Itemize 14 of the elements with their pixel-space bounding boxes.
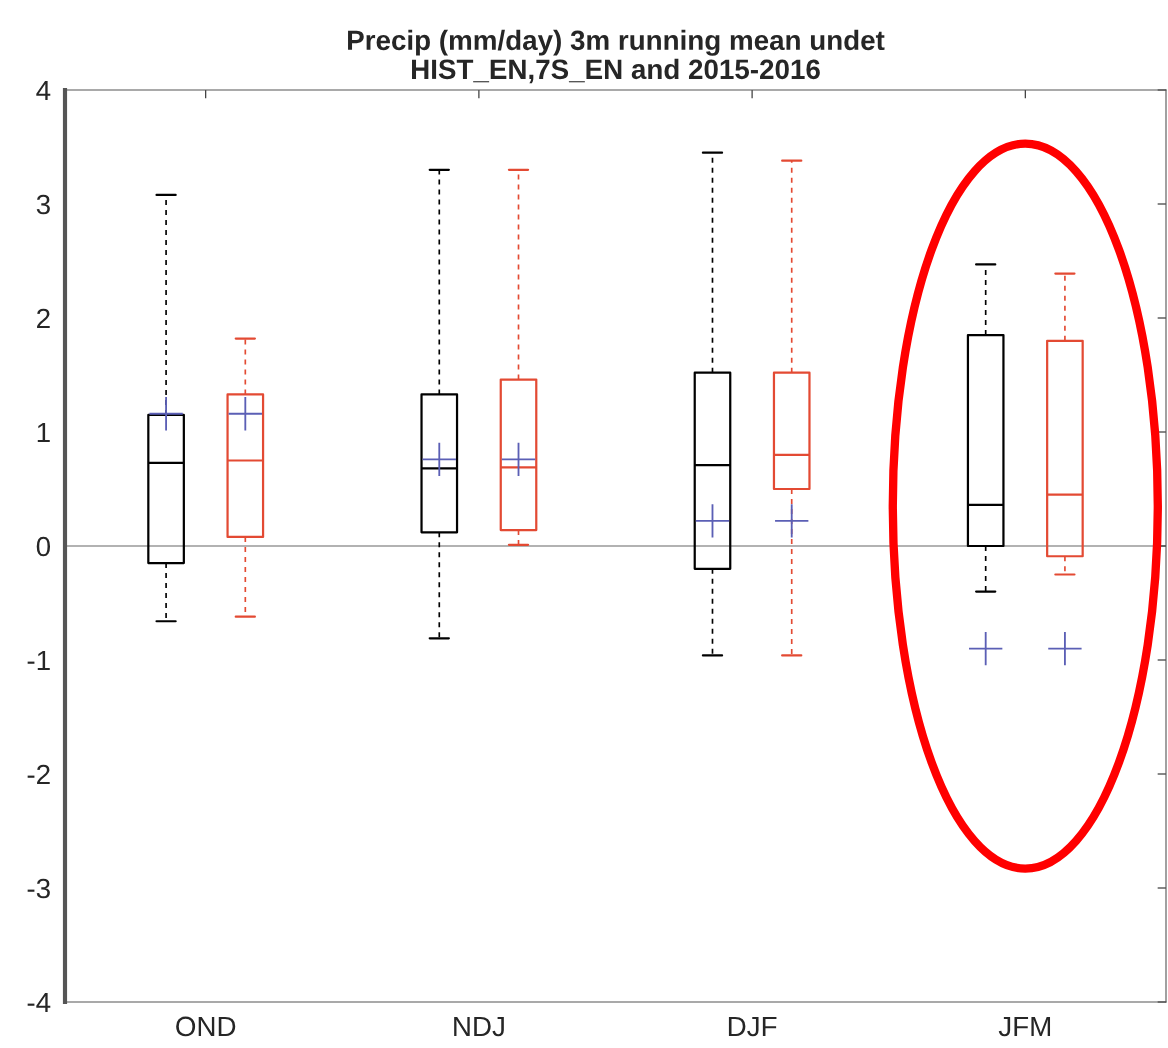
y-tick-label: 4 bbox=[36, 80, 51, 101]
chart-title: Precip (mm/day) 3m running mean undet HIST_EN,7S_EN and 2015-2016 bbox=[348, 29, 885, 84]
y-tick-label: 2 bbox=[37, 308, 50, 329]
y-tick-label: -2 bbox=[27, 764, 50, 785]
y-tick-label: 3 bbox=[36, 194, 50, 215]
y-tick-label: 0 bbox=[36, 536, 51, 557]
y-tick-label: -1 bbox=[27, 650, 50, 671]
x-tick-label: OND bbox=[176, 1016, 236, 1037]
x-tick-label: NDJ bbox=[454, 1016, 504, 1037]
x-tick-label: JFM bbox=[998, 1016, 1051, 1037]
y-tick-label: 1 bbox=[37, 422, 50, 443]
y-tick-label: -3 bbox=[27, 878, 50, 899]
x-tick-label: DJF bbox=[728, 1016, 777, 1037]
y-tick-label: -4 bbox=[27, 992, 51, 1013]
